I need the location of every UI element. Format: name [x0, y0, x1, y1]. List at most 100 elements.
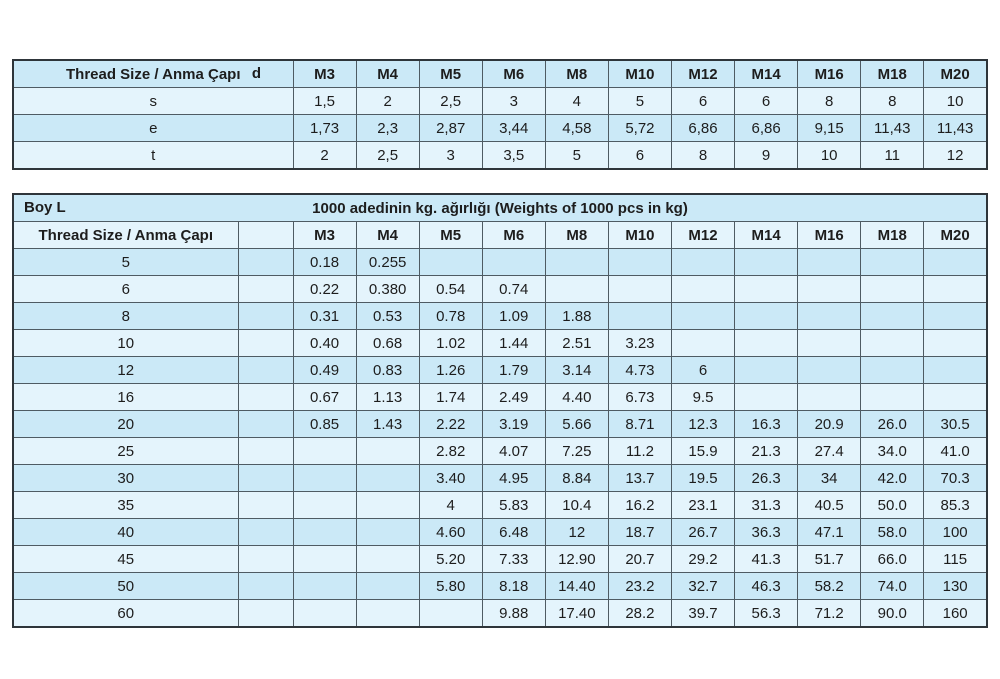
value-cell: 23.2: [607, 572, 672, 600]
empty-cell: [923, 329, 988, 357]
empty-cell: [860, 383, 925, 411]
value-cell: 0.74: [481, 275, 546, 303]
column-header: M4: [355, 59, 420, 88]
table-row: 16 0.67 1.13 1.74 2.49 4.40 6.73 9.5: [12, 383, 988, 411]
value-cell: 7.33: [481, 545, 546, 573]
empty-cell: [292, 491, 357, 519]
value-cell: 26.0: [860, 410, 925, 438]
value-cell: 6: [607, 141, 672, 170]
value-cell: 50.0: [860, 491, 925, 519]
value-cell: 11: [860, 141, 925, 170]
value-cell: 90.0: [860, 599, 925, 628]
value-cell: 8: [797, 87, 862, 115]
value-cell: 8: [860, 87, 925, 115]
value-cell: 0.22: [292, 275, 357, 303]
table-row: 10 0.40 0.68 1.02 1.44 2.51 3.23: [12, 329, 988, 357]
value-cell: 1.02: [418, 329, 483, 357]
table-row: 5 0.18 0.255: [12, 248, 988, 276]
empty-cell: [237, 572, 294, 600]
value-cell: 1.43: [355, 410, 420, 438]
table-row: 30 3.40 4.95 8.84 13.7 19.5 26.3 34 42.0 70.3: [12, 464, 988, 492]
thread-size-header-cell: Thread Size / Anma Çapı d: [12, 59, 294, 88]
weights-table: 1000 adedinin kg. ağırlığı (Weights of 1…: [12, 193, 988, 628]
column-header: M10: [607, 59, 672, 88]
value-cell: 2,5: [418, 87, 483, 115]
column-header: M10: [607, 221, 672, 249]
value-cell: 2.22: [418, 410, 483, 438]
weights-title-row: 1000 adedinin kg. ağırlığı (Weights of 1…: [12, 193, 988, 222]
column-header: M20: [923, 221, 988, 249]
value-cell: 85.3: [923, 491, 988, 519]
empty-cell: [355, 518, 420, 546]
column-header: M12: [670, 221, 736, 249]
table-row: s 1,5 2 2,5 3 4 5 6 6 8 8 10: [12, 87, 988, 115]
value-cell: 5.83: [481, 491, 546, 519]
empty-cell: [237, 248, 294, 276]
value-cell: 12.3: [670, 410, 736, 438]
value-cell: 36.3: [734, 518, 799, 546]
empty-cell: [670, 302, 736, 330]
value-cell: 12.90: [544, 545, 609, 573]
row-label: 30: [12, 464, 239, 492]
dimensions-table: Thread Size / Anma Çapı d M3 M4 M5 M6 M8 M10 M12…: [12, 59, 988, 170]
empty-cell: [237, 410, 294, 438]
value-cell: 0.54: [418, 275, 483, 303]
value-cell: 4.07: [481, 437, 546, 465]
value-cell: 74.0: [860, 572, 925, 600]
value-cell: 4,58: [544, 114, 609, 142]
empty-cell: [923, 383, 988, 411]
empty-cell: [237, 356, 294, 384]
value-cell: 8: [670, 141, 736, 170]
value-cell: 1.09: [481, 302, 546, 330]
value-cell: 58.2: [797, 572, 862, 600]
value-cell: 0.31: [292, 302, 357, 330]
value-cell: 2.51: [544, 329, 609, 357]
column-header: M5: [418, 59, 483, 88]
row-label: 25: [12, 437, 239, 465]
empty-cell: [292, 518, 357, 546]
value-cell: 100: [923, 518, 988, 546]
column-header: M3: [292, 59, 357, 88]
value-cell: 1.79: [481, 356, 546, 384]
table-row: e 1,73 2,3 2,87 3,44 4,58 5,72 6,86 6,86 9,15 11,4…: [12, 114, 988, 142]
value-cell: 6: [734, 87, 799, 115]
value-cell: 4: [418, 491, 483, 519]
value-cell: 6,86: [734, 114, 799, 142]
value-cell: 40.5: [797, 491, 862, 519]
empty-cell: [237, 221, 294, 249]
column-header: M6: [481, 221, 546, 249]
value-cell: 9.88: [481, 599, 546, 628]
value-cell: 3.19: [481, 410, 546, 438]
value-cell: 12: [544, 518, 609, 546]
row-label: 40: [12, 518, 239, 546]
value-cell: 0.53: [355, 302, 420, 330]
empty-cell: [797, 356, 862, 384]
value-cell: 11,43: [923, 114, 988, 142]
column-header: M8: [544, 59, 609, 88]
empty-cell: [355, 464, 420, 492]
value-cell: 0.83: [355, 356, 420, 384]
row-label: 60: [12, 599, 239, 628]
table-row: 12 0.49 0.83 1.26 1.79 3.14 4.73 6: [12, 356, 988, 384]
value-cell: 10: [797, 141, 862, 170]
table-row: 20 0.85 1.43 2.22 3.19 5.66 8.71 12.3 16.3 20.9 26…: [12, 410, 988, 438]
value-cell: 6.73: [607, 383, 672, 411]
value-cell: 8.71: [607, 410, 672, 438]
empty-cell: [292, 437, 357, 465]
value-cell: 46.3: [734, 572, 799, 600]
dimensions-header-row: Thread Size / Anma Çapı d M3 M4 M5 M6 M8 M10 M12…: [12, 59, 988, 88]
value-cell: 1.44: [481, 329, 546, 357]
empty-cell: [418, 599, 483, 628]
weights-title-cell: 1000 adedinin kg. ağırlığı (Weights of 1…: [12, 193, 988, 222]
empty-cell: [237, 491, 294, 519]
column-header: M16: [797, 221, 862, 249]
weights-header-row: Thread Size / Anma Çapı M3 M4 M5 M6 M8 M10 M12 M…: [12, 221, 988, 249]
value-cell: 21.3: [734, 437, 799, 465]
value-cell: 5.66: [544, 410, 609, 438]
value-cell: 27.4: [797, 437, 862, 465]
value-cell: 2: [355, 87, 420, 115]
value-cell: 26.3: [734, 464, 799, 492]
value-cell: 8.18: [481, 572, 546, 600]
value-cell: 3: [418, 141, 483, 170]
value-cell: 2.82: [418, 437, 483, 465]
